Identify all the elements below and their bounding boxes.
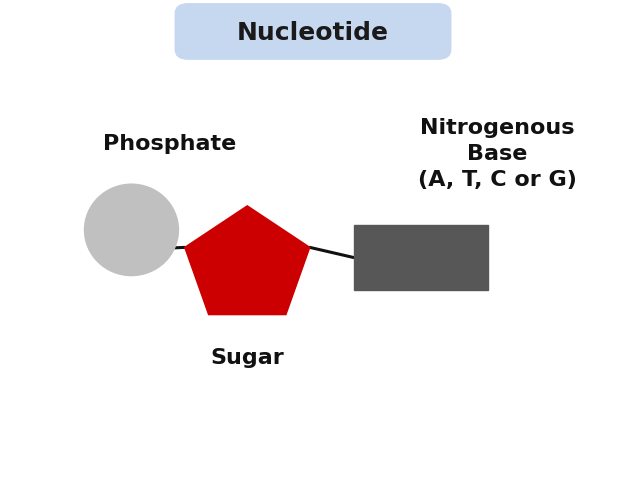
- Bar: [354, 226, 488, 290]
- Ellipse shape: [85, 185, 178, 276]
- Text: Nitrogenous
Base
(A, T, C or G): Nitrogenous Base (A, T, C or G): [418, 118, 577, 189]
- FancyBboxPatch shape: [175, 5, 451, 60]
- Text: Phosphate: Phosphate: [103, 134, 237, 154]
- Text: Nucleotide: Nucleotide: [237, 21, 389, 45]
- Polygon shape: [185, 206, 310, 315]
- Text: Sugar: Sugar: [210, 348, 284, 368]
